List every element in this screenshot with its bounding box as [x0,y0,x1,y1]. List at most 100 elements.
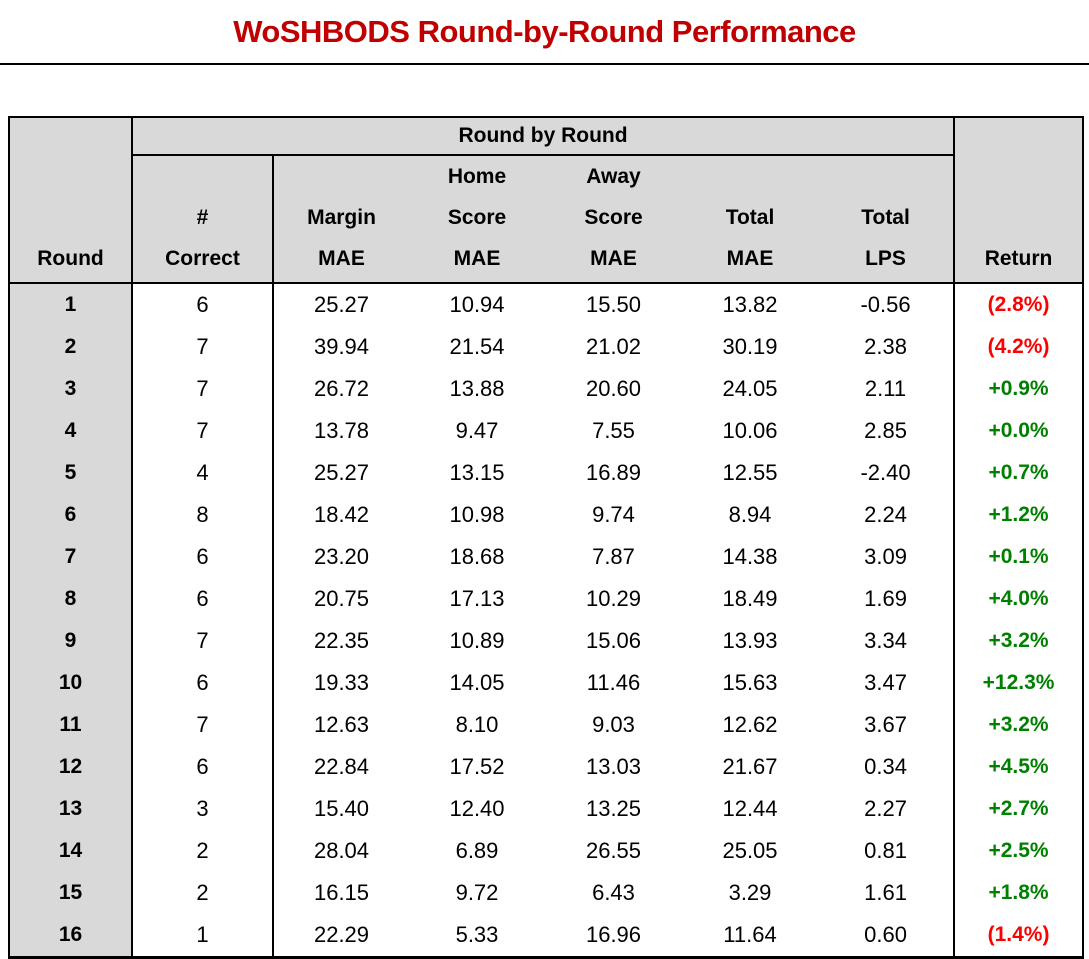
table-row: 10 6 19.33 14.05 11.46 15.63 3.47 +12.3% [9,662,1084,704]
total-mae-cell: 24.05 [682,368,818,410]
away-score-mae-cell: 20.60 [545,368,682,410]
total-mae-cell: 21.67 [682,746,818,788]
margin-mae-cell: 13.78 [273,410,409,452]
total-mae-cell: 14.38 [682,536,818,578]
margin-mae-cell: 23.20 [273,536,409,578]
correct-cell: 2 [132,872,274,914]
total-mae-cell: 10.06 [682,410,818,452]
round-header-spacer [9,117,132,155]
away-score-mae-cell: 13.25 [545,788,682,830]
correct-cell: 2 [132,830,274,872]
round-number-cell: 12 [9,746,133,788]
total-lps-cell: 2.11 [818,368,956,410]
total-mae-cell: 30.19 [682,326,818,368]
total-mae-cell: 13.82 [682,283,818,326]
total-lps-cell: 2.85 [818,410,956,452]
away-score-mae-cell: 7.55 [545,410,682,452]
page-title: WoSHBODS Round-by-Round Performance [233,14,856,49]
round-number-cell: 8 [9,578,133,620]
margin-mae-cell: 19.33 [273,662,409,704]
table-row: 6 8 18.42 10.98 9.74 8.94 2.24 +1.2% [9,494,1084,536]
table-row: 7 6 23.20 18.68 7.87 14.38 3.09 +0.1% [9,536,1084,578]
margin-mae-cell: 16.15 [273,872,409,914]
return-cell: +2.5% [954,830,1084,872]
total-mae-cell: 12.62 [682,704,818,746]
margin-mae-cell: 20.75 [273,578,409,620]
table-row: 13 3 15.40 12.40 13.25 12.44 2.27 +2.7% [9,788,1084,830]
total-lps-cell: 2.38 [818,326,956,368]
correct-cell: 8 [132,494,274,536]
return-cell: +4.5% [954,746,1084,788]
return-cell: +12.3% [954,662,1084,704]
round-number-cell: 16 [9,914,133,958]
home-score-mae-cell: 13.88 [409,368,545,410]
round-number-cell: 13 [9,788,133,830]
away-score-mae-cell: 10.29 [545,578,682,620]
away-score-mae-cell: 13.03 [545,746,682,788]
margin-mae-cell: 15.40 [273,788,409,830]
table-header: Round by Round Round # Correct Margin MA… [9,117,1084,284]
total-lps-cell: 0.81 [818,830,956,872]
margin-mae-cell: 22.29 [273,914,409,958]
total-lps-cell: 3.67 [818,704,956,746]
away-score-mae-cell: 11.46 [545,662,682,704]
total-lps-cell: 3.09 [818,536,956,578]
home-score-mae-cell: 5.33 [409,914,545,958]
round-number-cell: 1 [9,283,133,326]
total-mae-cell: 12.55 [682,452,818,494]
margin-mae-cell: 26.72 [273,368,409,410]
return-cell: +0.7% [954,452,1084,494]
total-mae-cell: 15.63 [682,662,818,704]
away-score-mae-cell: 21.02 [545,326,682,368]
table-row: 2 7 39.94 21.54 21.02 30.19 2.38 (4.2%) [9,326,1084,368]
away-score-mae-cell: 6.43 [545,872,682,914]
home-score-mae-cell: 21.54 [409,326,545,368]
return-cell: +0.9% [954,368,1084,410]
home-score-mae-cell: 12.40 [409,788,545,830]
total-lps-cell: 1.69 [818,578,956,620]
correct-cell: 7 [132,704,274,746]
group-header-row: Round by Round [9,117,1084,156]
home-score-mae-cell: 17.13 [409,578,545,620]
home-score-mae-cell: 10.94 [409,283,545,326]
table-row: 4 7 13.78 9.47 7.55 10.06 2.85 +0.0% [9,410,1084,452]
home-score-mae-cell: 9.47 [409,410,545,452]
table-row: 14 2 28.04 6.89 26.55 25.05 0.81 +2.5% [9,830,1084,872]
round-number-cell: 14 [9,830,133,872]
away-score-mae-cell: 16.89 [545,452,682,494]
table-row: 5 4 25.27 13.15 16.89 12.55 -2.40 +0.7% [9,452,1084,494]
margin-mae-cell: 22.84 [273,746,409,788]
away-score-mae-cell: 7.87 [545,536,682,578]
col-header-total-mae: Total MAE [682,155,818,284]
round-number-cell: 11 [9,704,133,746]
col-header-round: Round [9,155,133,284]
correct-cell: 7 [132,620,274,662]
return-cell: +3.2% [954,620,1084,662]
margin-mae-cell: 18.42 [273,494,409,536]
title-separator [0,63,1089,65]
home-score-mae-cell: 6.89 [409,830,545,872]
table-row: 8 6 20.75 17.13 10.29 18.49 1.69 +4.0% [9,578,1084,620]
away-score-mae-cell: 26.55 [545,830,682,872]
return-cell: +0.0% [954,410,1084,452]
return-cell: +3.2% [954,704,1084,746]
away-score-mae-cell: 16.96 [545,914,682,958]
performance-table: Round by Round Round # Correct Margin MA… [8,116,1085,959]
total-lps-cell: 0.60 [818,914,956,958]
margin-mae-cell: 12.63 [273,704,409,746]
table-body: 1 6 25.27 10.94 15.50 13.82 -0.56 (2.8%)… [9,283,1084,958]
table-row: 1 6 25.27 10.94 15.50 13.82 -0.56 (2.8%) [9,283,1084,326]
away-score-mae-cell: 9.03 [545,704,682,746]
col-header-home-score-mae: Home Score MAE [409,155,545,284]
col-header-away-score-mae: Away Score MAE [545,155,682,284]
table-row: 15 2 16.15 9.72 6.43 3.29 1.61 +1.8% [9,872,1084,914]
round-number-cell: 6 [9,494,133,536]
home-score-mae-cell: 9.72 [409,872,545,914]
round-number-cell: 2 [9,326,133,368]
col-header-correct: # Correct [132,155,274,284]
away-score-mae-cell: 9.74 [545,494,682,536]
total-mae-cell: 11.64 [682,914,818,958]
margin-mae-cell: 39.94 [273,326,409,368]
return-cell: (2.8%) [954,283,1084,326]
margin-mae-cell: 28.04 [273,830,409,872]
